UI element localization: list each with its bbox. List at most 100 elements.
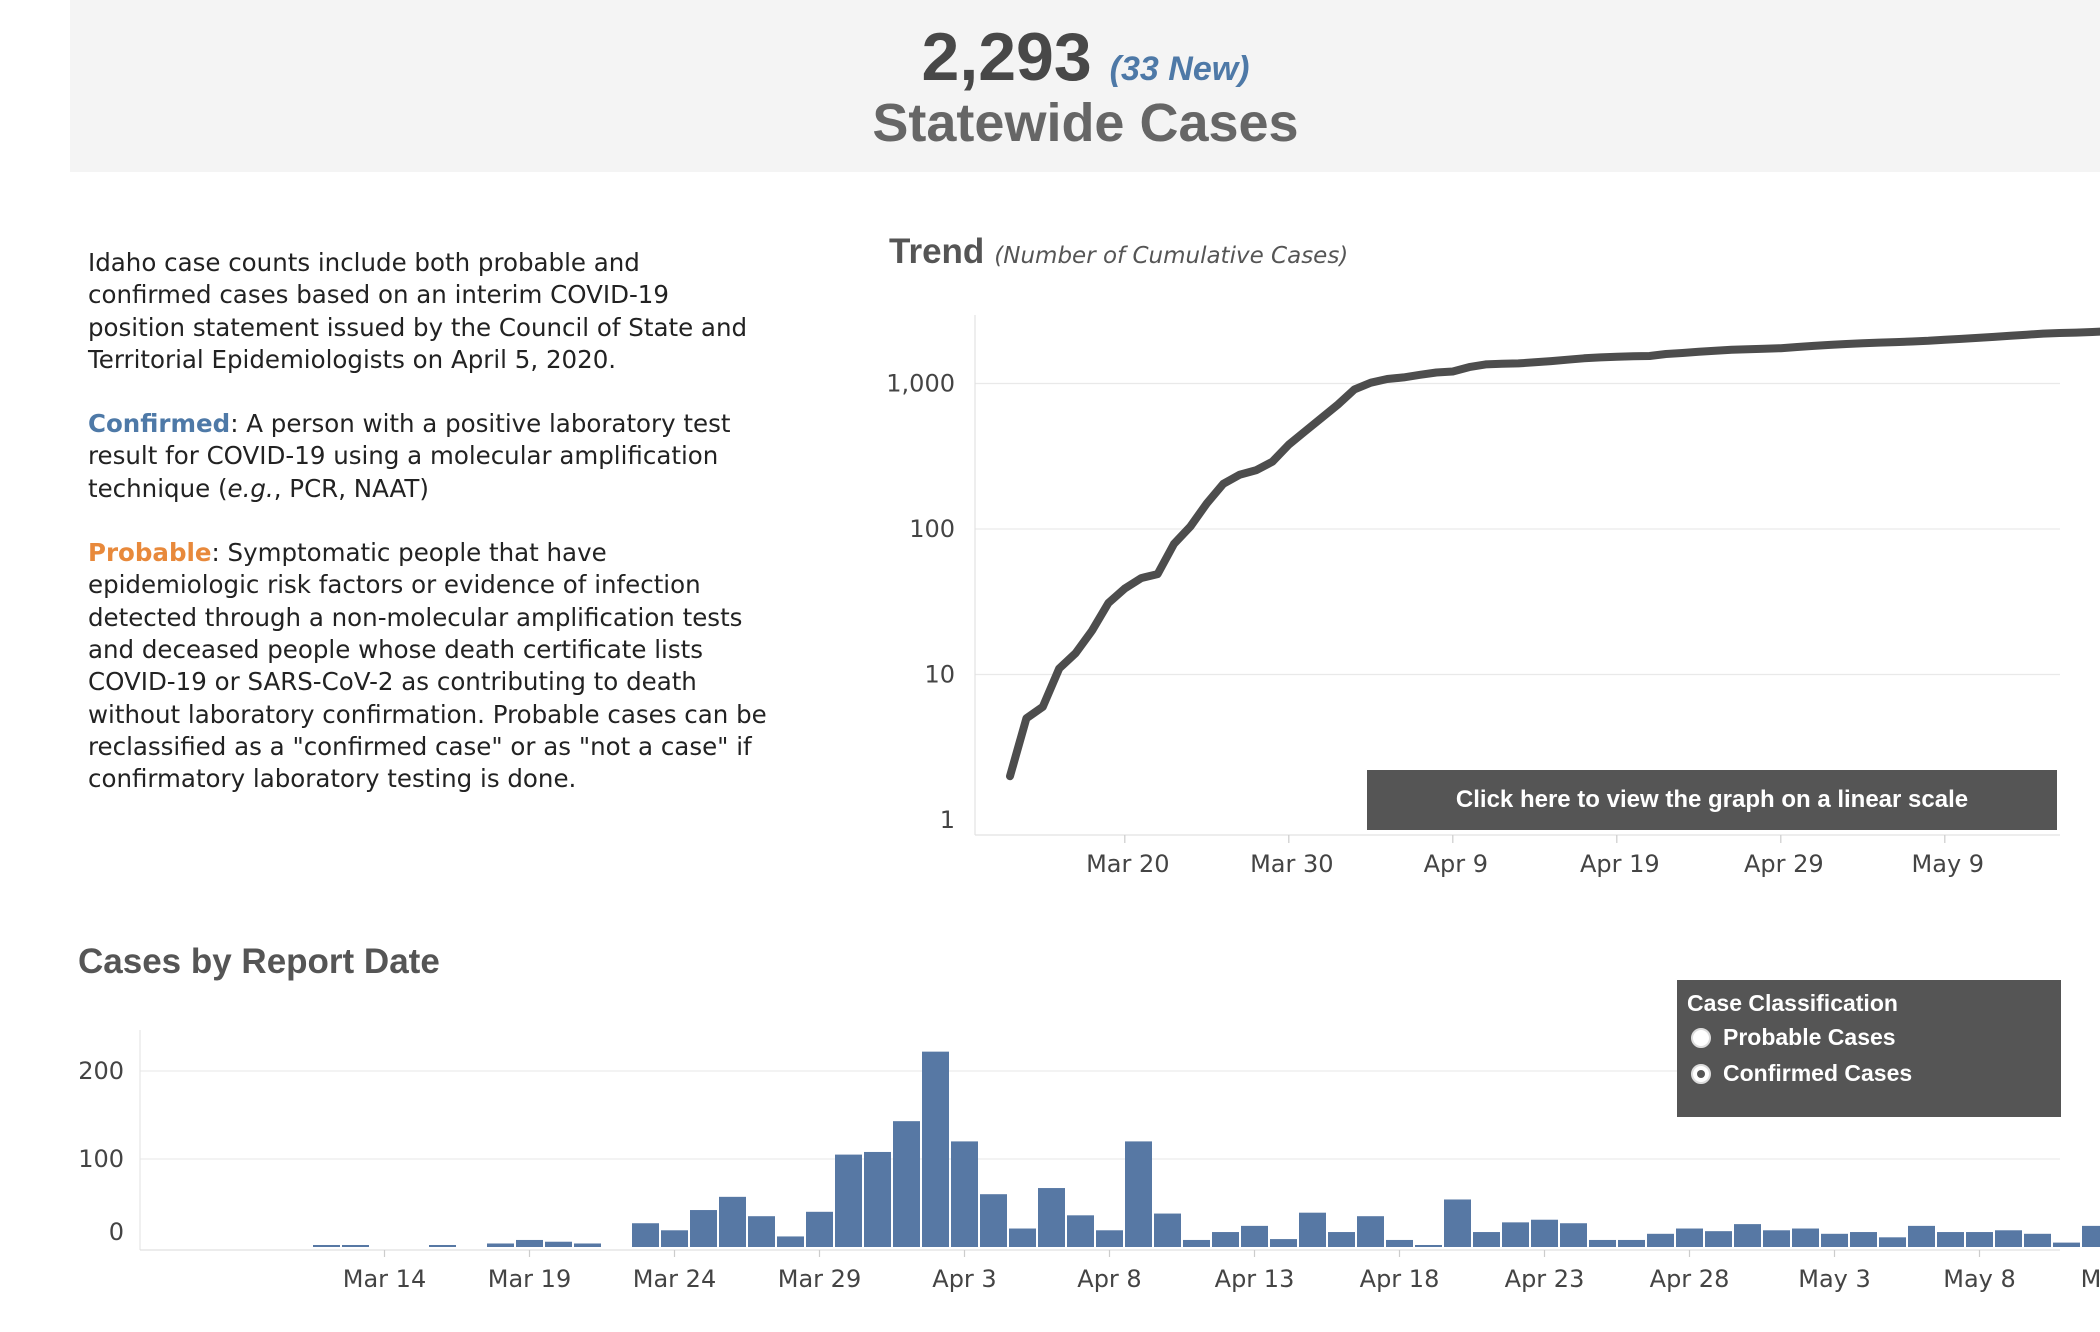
bar — [748, 1216, 775, 1247]
bar — [429, 1245, 456, 1247]
radio-probable-icon[interactable] — [1691, 1027, 1711, 1048]
trend-xtick-label: May 9 — [1912, 850, 1985, 878]
trend-xtick-label: Mar 20 — [1086, 850, 1169, 878]
bar — [951, 1141, 978, 1247]
linear-scale-button[interactable]: Click here to view the graph on a linear… — [1367, 770, 2057, 830]
trend-title: Trend (Number of Cumulative Cases) — [889, 232, 1348, 272]
bar — [1647, 1233, 1674, 1247]
bar — [1125, 1141, 1152, 1247]
bar-xtick-label: Apr 23 — [1505, 1265, 1585, 1293]
page-title: Statewide Cases — [872, 93, 1299, 153]
bar — [2053, 1242, 2080, 1247]
confirmed-definition-end: , PCR, NAAT) — [273, 473, 429, 503]
bar — [1096, 1230, 1123, 1247]
bar — [893, 1121, 920, 1247]
bar — [1444, 1199, 1471, 1247]
bar — [690, 1210, 717, 1247]
trend-ytick-label: 10 — [924, 661, 955, 689]
bar — [864, 1151, 891, 1247]
bar — [1009, 1228, 1036, 1247]
bar-xtick-label: May 13 — [2081, 1265, 2100, 1293]
trend-title-text: Trend — [889, 232, 985, 271]
bar — [806, 1211, 833, 1247]
confirmed-term: Confirmed — [88, 409, 231, 439]
bar-chart-title: Cases by Report Date — [78, 942, 440, 981]
bar — [1415, 1245, 1442, 1247]
bar — [922, 1051, 949, 1247]
bar — [1386, 1239, 1413, 1247]
trend-subtitle: (Number of Cumulative Cases) — [994, 243, 1349, 269]
bar-ytick-label: 100 — [78, 1145, 124, 1173]
bar — [2082, 1225, 2100, 1247]
bar — [1531, 1219, 1558, 1247]
new-cases: (33 New) — [1109, 50, 1250, 88]
case-definition-text: Idaho case counts include both probable … — [88, 247, 768, 827]
bar — [1792, 1228, 1819, 1247]
bar-xtick-label: Apr 13 — [1215, 1265, 1295, 1293]
bar — [1908, 1225, 1935, 1247]
bar — [1966, 1232, 1993, 1247]
bar — [632, 1223, 659, 1247]
bar-ytick-label: 200 — [78, 1057, 124, 1085]
bar-xtick-label: Mar 24 — [633, 1265, 716, 1293]
bar — [1502, 1222, 1529, 1247]
bar-xtick-label: Apr 3 — [932, 1265, 996, 1293]
confirmed-definition: : A person with a positive laboratory te… — [88, 409, 731, 503]
bar — [1850, 1232, 1877, 1247]
trend-ytick-label: 100 — [909, 515, 955, 543]
bar-xtick-label: Apr 8 — [1077, 1265, 1141, 1293]
intro-paragraph: Idaho case counts include both probable … — [88, 248, 748, 374]
confirmed-eg: e.g. — [227, 473, 274, 503]
bar — [1270, 1239, 1297, 1247]
radio-confirmed-icon[interactable] — [1691, 1063, 1711, 1084]
legend-title: Case Classification — [1687, 990, 1898, 1016]
bar-xtick-label: Mar 29 — [778, 1265, 861, 1293]
bar-xtick-label: Apr 28 — [1650, 1265, 1730, 1293]
bar — [1937, 1232, 1964, 1247]
bar — [1154, 1213, 1181, 1247]
bar — [1241, 1225, 1268, 1247]
bar-xtick-label: Mar 19 — [488, 1265, 571, 1293]
bar — [2024, 1233, 2051, 1247]
legend-option-probable[interactable]: Probable Cases — [1691, 1024, 1896, 1051]
header-banner: 2,293 (33 New) Statewide Cases — [70, 0, 2100, 172]
bar-xtick-label: May 3 — [1798, 1265, 1871, 1293]
probable-term: Probable — [88, 538, 212, 568]
total-cases: 2,293 — [921, 19, 1092, 95]
bar — [545, 1241, 572, 1247]
bar — [313, 1245, 340, 1247]
trend-xtick-label: Apr 19 — [1580, 850, 1660, 878]
bar — [1589, 1239, 1616, 1247]
trend-xtick-label: Apr 29 — [1744, 850, 1824, 878]
trend-series-line — [1006, 327, 2100, 781]
bar — [516, 1239, 543, 1247]
bar — [1676, 1228, 1703, 1247]
bar — [980, 1194, 1007, 1247]
bar — [1705, 1231, 1732, 1247]
case-classification-legend: Case Classification Probable Cases Confi… — [1677, 980, 2061, 1117]
bar — [1473, 1232, 1500, 1247]
legend-option-confirmed[interactable]: Confirmed Cases — [1691, 1060, 1912, 1087]
total-cases-line: 2,293 (33 New) — [70, 18, 2100, 96]
bar — [1067, 1215, 1094, 1247]
bar — [1879, 1237, 1906, 1247]
bar — [1618, 1239, 1645, 1247]
bar — [1763, 1230, 1790, 1247]
bar-xtick-label: Apr 18 — [1360, 1265, 1440, 1293]
bar — [777, 1236, 804, 1247]
trend-ytick-label: 1,000 — [886, 370, 955, 398]
bar-xtick-label: Mar 14 — [343, 1265, 426, 1293]
bar — [1821, 1233, 1848, 1247]
bar-ytick-label: 0 — [109, 1218, 124, 1246]
legend-option-label: Probable Cases — [1723, 1024, 1896, 1050]
bar — [487, 1243, 514, 1247]
bar — [342, 1245, 369, 1247]
legend-option-label: Confirmed Cases — [1723, 1060, 1913, 1086]
bar — [1995, 1230, 2022, 1247]
bar — [1734, 1224, 1761, 1247]
trend-xtick-label: Mar 30 — [1250, 850, 1333, 878]
bar — [835, 1154, 862, 1247]
trend-ytick-label: 1 — [940, 806, 955, 834]
bar — [1038, 1188, 1065, 1247]
bar — [1183, 1239, 1210, 1247]
